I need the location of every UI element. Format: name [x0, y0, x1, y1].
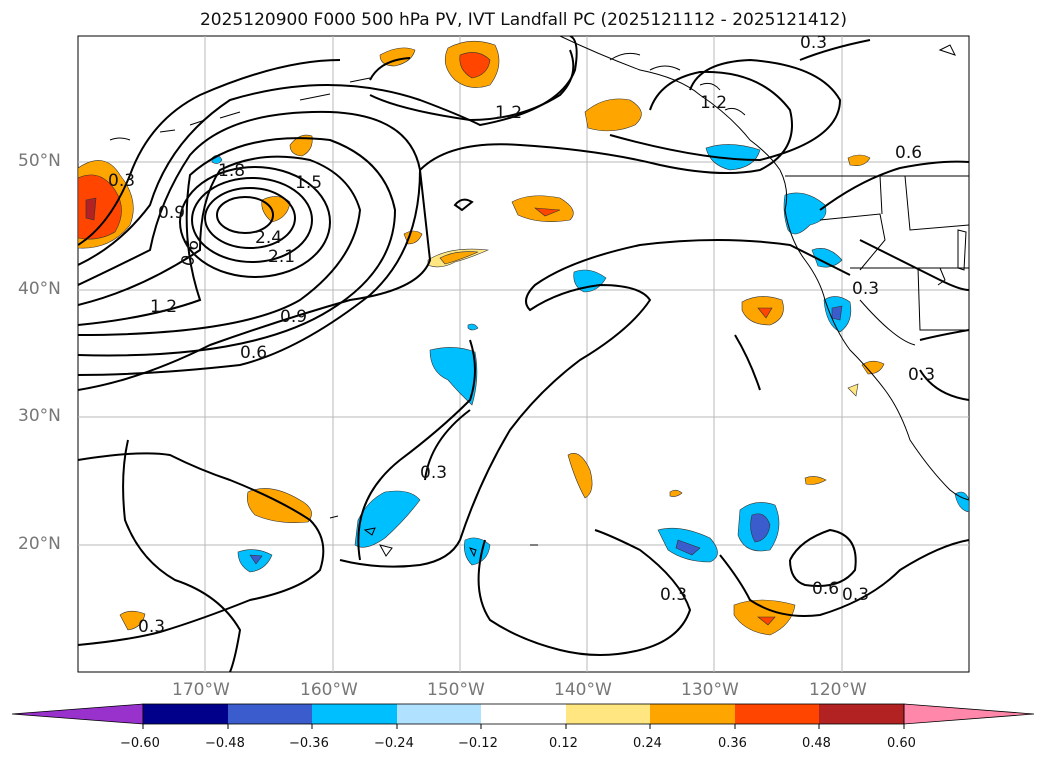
lat-label: 30°N	[18, 406, 61, 426]
anomaly-negative	[354, 490, 421, 548]
contour-label: 0.6	[812, 579, 839, 599]
contour-label: 0.3	[660, 585, 687, 605]
lat-label: 20°N	[18, 534, 61, 554]
contour-label: 0.3	[842, 585, 869, 605]
contour-label: 0.3	[852, 279, 879, 299]
contour-label: 1.2	[150, 297, 177, 317]
anomaly-positive	[847, 383, 859, 397]
contour-label: 0.3	[420, 463, 447, 483]
gridlines	[78, 36, 969, 672]
colorbar-bin	[819, 704, 904, 724]
contour-label: 0.9	[280, 307, 307, 327]
anomaly-positive	[119, 610, 146, 631]
anomaly-negative	[705, 144, 761, 171]
anomaly-positive	[567, 453, 593, 499]
anomaly-negative	[467, 323, 479, 331]
contour-label: 2.1	[268, 247, 295, 267]
anomaly-positive	[534, 207, 561, 217]
anomaly-negative	[429, 347, 478, 406]
lon-label: 140°W	[554, 680, 612, 700]
contour-label: 2.4	[255, 228, 282, 248]
colorbar-extend-min	[11, 703, 144, 725]
lat-label: 40°N	[18, 279, 61, 299]
contour-label: 1.2	[700, 93, 727, 113]
colorbar-bin	[650, 704, 735, 724]
contour-label: 0.9	[158, 203, 185, 223]
contour-labels: 0.3 0.6 0.9 1.2 1.5 1.8 2.1 2.4 1.2 0.3 …	[108, 33, 935, 637]
map-frame	[77, 35, 970, 673]
colorbar-tick-label: 0.60	[887, 736, 916, 751]
anomaly-positive	[804, 476, 827, 485]
colorbar-bin	[312, 704, 397, 724]
colorbar-tick-label: −0.12	[458, 736, 498, 751]
colorbar-bin	[735, 704, 819, 724]
contour-label: 0.3	[800, 33, 827, 53]
colorbar-bin	[566, 704, 650, 724]
anomaly-negative	[750, 513, 771, 543]
anomaly-negative	[249, 554, 263, 565]
anomaly-positive	[669, 489, 683, 497]
anomaly-positive	[78, 174, 122, 240]
colorbar-bin	[397, 704, 481, 724]
anomaly-positive	[289, 134, 313, 157]
lon-label: 160°W	[300, 680, 358, 700]
anomaly-positive	[261, 196, 291, 223]
lon-label: 130°W	[681, 680, 739, 700]
colorbar-tick-label: −0.36	[289, 736, 329, 751]
lon-label: 150°W	[427, 680, 485, 700]
anomaly-negative	[811, 248, 843, 268]
colorbar-tick-label: −0.24	[374, 736, 414, 751]
anomaly-positive	[459, 52, 491, 79]
colorbar-tick-label: 0.24	[633, 736, 662, 751]
anomaly-positive	[379, 47, 416, 67]
colorbar-bin	[143, 704, 228, 724]
contour-label: 1.2	[495, 103, 522, 123]
pv-contours	[78, 36, 969, 672]
shaded-anomalies	[78, 40, 969, 636]
coastlines	[109, 36, 969, 558]
anomaly-positive	[757, 307, 773, 319]
colorbar-tick-label: 0.36	[718, 736, 747, 751]
anomaly-negative	[954, 491, 969, 513]
anomaly-positive	[439, 251, 479, 265]
anomaly-negative	[675, 539, 701, 556]
anomaly-positive	[584, 98, 642, 132]
anomaly-negative	[783, 192, 827, 235]
colorbar-tick-label: −0.48	[205, 736, 245, 751]
colorbar-tick-label: −0.60	[120, 736, 160, 751]
contour-label: 0.3	[138, 617, 165, 637]
anomaly-positive	[757, 616, 776, 626]
contour-label: 0.6	[895, 143, 922, 163]
colorbar-bin	[228, 704, 312, 724]
contour-label: 1.5	[295, 173, 322, 193]
anomaly-positive	[85, 197, 97, 221]
contour-label: 1.8	[218, 161, 245, 181]
lat-label: 50°N	[18, 151, 61, 171]
contour-label: 0.6	[240, 343, 267, 363]
anomaly-negative	[831, 305, 843, 321]
colorbar-tick-label: 0.48	[802, 736, 831, 751]
lon-label: 120°W	[809, 680, 867, 700]
colorbar-tick-label: 0.12	[549, 736, 578, 751]
lon-label: 170°W	[172, 680, 230, 700]
anomaly-positive	[847, 154, 871, 166]
contour-label: 0.3	[908, 365, 935, 385]
contour-label: 0.3	[108, 171, 135, 191]
map-title: 2025120900 F000 500 hPa PV, IVT Landfall…	[199, 10, 847, 30]
anomaly-negative	[573, 269, 607, 293]
anomaly-positive	[247, 488, 312, 523]
colorbar	[11, 703, 1035, 729]
colorbar-bin	[481, 704, 566, 724]
colorbar-extend-max	[903, 703, 1035, 725]
